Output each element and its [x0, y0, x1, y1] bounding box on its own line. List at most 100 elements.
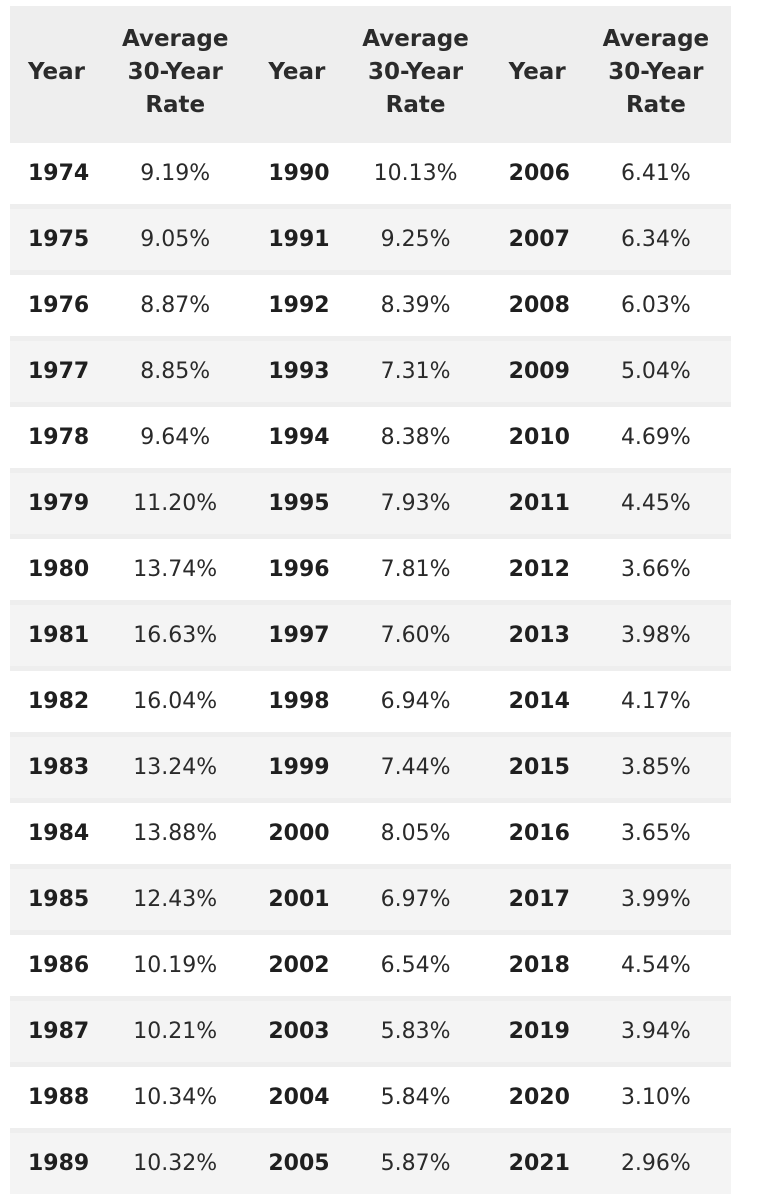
table-row: 1981 16.63% 1997 7.60% 2013 3.98%	[10, 600, 731, 669]
table-row: 1987 10.21% 2003 5.83% 2019 3.94%	[10, 996, 731, 1065]
rate-cell: 6.34%	[580, 204, 731, 273]
mortgage-rate-table: Year Average 30-Year Rate Year Average 30-Year…	[10, 6, 731, 1194]
table-row: 1980 13.74% 1996 7.81% 2012 3.66%	[10, 534, 731, 603]
rate-cell: 2.96%	[580, 1128, 731, 1194]
year-cell: 1982	[10, 666, 101, 735]
rate-cell: 3.10%	[580, 1062, 731, 1131]
mortgage-rate-table-container: Year Average 30-Year Rate Year Average 30-Year…	[10, 6, 731, 1194]
rate-cell: 4.45%	[580, 468, 731, 537]
rate-cell: 6.03%	[580, 270, 731, 339]
year-column-header: Year	[28, 58, 86, 85]
rate-cell: 10.19%	[100, 930, 251, 999]
rate-cell: 8.87%	[100, 270, 251, 339]
rate-column-header: Average 30-Year Rate	[100, 6, 250, 141]
rate-cell: 3.94%	[580, 996, 731, 1065]
rate-cell: 7.81%	[340, 534, 491, 603]
year-cell: 1979	[10, 468, 101, 537]
year-cell: 2017	[490, 864, 581, 933]
table-row: 1974 9.19% 1990 10.13% 2006 6.41%	[10, 138, 731, 207]
year-cell: 1977	[10, 336, 101, 405]
year-cell: 2012	[490, 534, 581, 603]
rate-column-header: Average 30-Year Rate	[340, 6, 490, 141]
year-cell: 2021	[490, 1128, 581, 1194]
year-cell: 2002	[250, 930, 341, 999]
table-body: 1974 9.19% 1990 10.13% 2006 6.41% 1975 9.05% 199…	[10, 138, 731, 1194]
rate-cell: 10.21%	[100, 996, 251, 1065]
year-cell: 2011	[490, 468, 581, 537]
rate-cell: 7.60%	[340, 600, 491, 669]
rate-cell: 12.43%	[100, 864, 251, 933]
year-cell: 1990	[250, 138, 341, 207]
table-row: 1978 9.64% 1994 8.38% 2010 4.69%	[10, 402, 731, 471]
table-row: 1982 16.04% 1998 6.94% 2014 4.17%	[10, 666, 731, 735]
table-row: 1975 9.05% 1991 9.25% 2007 6.34%	[10, 204, 731, 273]
rate-cell: 8.39%	[340, 270, 491, 339]
year-cell: 1999	[250, 732, 341, 801]
rate-cell: 4.54%	[580, 930, 731, 999]
rate-header-line: Average	[602, 25, 710, 52]
year-cell: 2010	[490, 402, 581, 471]
rate-cell: 6.54%	[340, 930, 491, 999]
table-row: 1977 8.85% 1993 7.31% 2009 5.04%	[10, 336, 731, 405]
rate-cell: 8.05%	[340, 798, 491, 867]
year-column-header: Year	[268, 58, 326, 85]
year-cell: 2019	[490, 996, 581, 1065]
year-cell: 1984	[10, 798, 101, 867]
year-cell: 2006	[490, 138, 581, 207]
rate-cell: 13.74%	[100, 534, 251, 603]
rate-header-line: Rate	[145, 91, 206, 118]
rate-cell: 6.97%	[340, 864, 491, 933]
table-row: 1989 10.32% 2005 5.87% 2021 2.96%	[10, 1128, 731, 1194]
year-cell: 1976	[10, 270, 101, 339]
year-cell: 1986	[10, 930, 101, 999]
rate-cell: 5.04%	[580, 336, 731, 405]
rate-header-line: Average	[121, 25, 229, 52]
year-cell: 2020	[490, 1062, 581, 1131]
year-cell: 2013	[490, 600, 581, 669]
rate-column-header: Average 30-Year Rate	[581, 6, 731, 141]
year-cell: 2008	[490, 270, 581, 339]
rate-cell: 9.64%	[100, 402, 251, 471]
year-cell: 1987	[10, 996, 101, 1065]
header-row: Year Average 30-Year Rate Year Average 30-Year…	[10, 6, 731, 141]
rate-header-line: Average	[362, 25, 469, 52]
year-cell: 2005	[250, 1128, 341, 1194]
rate-header-line: Rate	[385, 91, 446, 118]
year-column-header: Year	[508, 58, 566, 85]
rate-cell: 5.87%	[340, 1128, 491, 1194]
year-cell: 2015	[490, 732, 581, 801]
year-cell: 1974	[10, 138, 101, 207]
year-cell: 1983	[10, 732, 101, 801]
rate-header-line: Rate	[625, 91, 686, 118]
rate-cell: 7.44%	[340, 732, 491, 801]
rate-cell: 8.38%	[340, 402, 491, 471]
year-cell: 2004	[250, 1062, 341, 1131]
rate-cell: 6.94%	[340, 666, 491, 735]
table-row: 1979 11.20% 1995 7.93% 2011 4.45%	[10, 468, 731, 537]
rate-cell: 3.85%	[580, 732, 731, 801]
rate-header-line: 30-Year	[608, 58, 704, 85]
year-cell: 1989	[10, 1128, 101, 1194]
rate-cell: 10.13%	[340, 138, 491, 207]
table-row: 1984 13.88% 2000 8.05% 2016 3.65%	[10, 798, 731, 867]
rate-cell: 13.88%	[100, 798, 251, 867]
year-cell: 1975	[10, 204, 101, 273]
year-cell: 1980	[10, 534, 101, 603]
rate-cell: 9.25%	[340, 204, 491, 273]
year-cell: 1992	[250, 270, 341, 339]
rate-header-line: 30-Year	[127, 58, 223, 85]
rate-cell: 5.83%	[340, 996, 491, 1065]
year-cell: 2009	[490, 336, 581, 405]
rate-cell: 10.34%	[100, 1062, 251, 1131]
rate-cell: 7.31%	[340, 336, 491, 405]
year-cell: 1978	[10, 402, 101, 471]
table-row: 1976 8.87% 1992 8.39% 2008 6.03%	[10, 270, 731, 339]
table-row: 1983 13.24% 1999 7.44% 2015 3.85%	[10, 732, 731, 801]
rate-cell: 4.69%	[580, 402, 731, 471]
year-cell: 1998	[250, 666, 341, 735]
rate-cell: 16.63%	[100, 600, 251, 669]
year-cell: 1981	[10, 600, 101, 669]
rate-cell: 9.05%	[100, 204, 251, 273]
table-row: 1985 12.43% 2001 6.97% 2017 3.99%	[10, 864, 731, 933]
year-cell: 2003	[250, 996, 341, 1065]
